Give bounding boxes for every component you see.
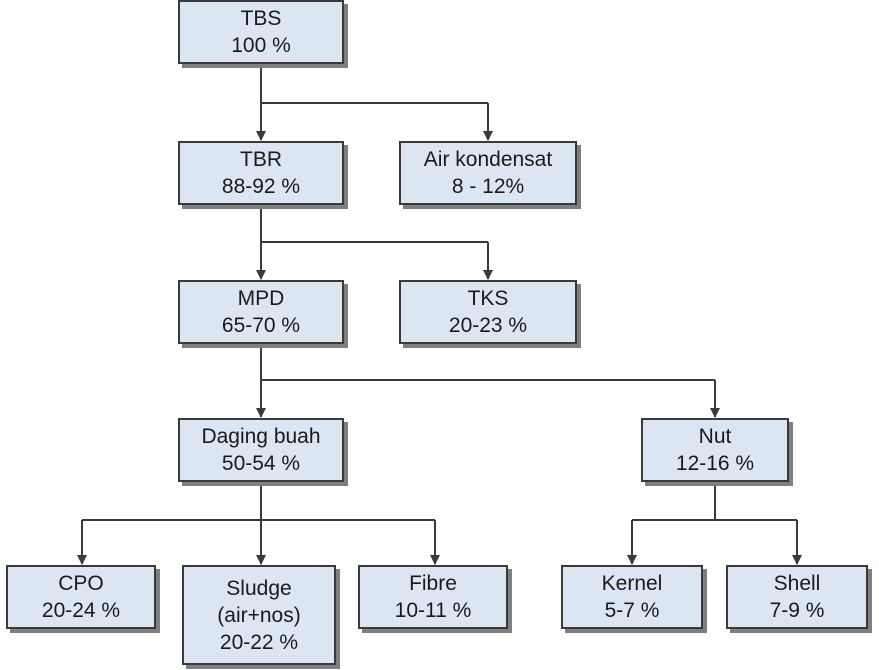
node-daging-buah: Daging buah 50-54 % xyxy=(178,418,344,482)
node-air-kondensat-name: Air kondensat xyxy=(423,148,553,171)
node-daging-buah-value: 50-54 % xyxy=(221,452,301,475)
node-fibre-value: 10-11 % xyxy=(394,599,472,622)
node-air-kondensat-value: 8 - 12% xyxy=(451,175,525,198)
node-shell-name: Shell xyxy=(773,572,821,595)
node-tbs: TBS 100 % xyxy=(178,0,344,64)
node-shell-value: 7-9 % xyxy=(769,599,825,622)
node-air-kondensat: Air kondensat 8 - 12% xyxy=(399,141,577,205)
node-shell: Shell 7-9 % xyxy=(726,565,868,629)
node-sludge: Sludge (air+nos) 20-22 % xyxy=(182,565,336,665)
node-mpd: MPD 65-70 % xyxy=(178,280,344,344)
node-fibre: Fibre 10-11 % xyxy=(358,565,508,629)
node-kernel-value: 5-7 % xyxy=(604,599,660,622)
node-tks-name: TKS xyxy=(467,287,509,310)
node-mpd-value: 65-70 % xyxy=(221,314,301,337)
node-fibre-name: Fibre xyxy=(409,572,457,595)
node-sludge-name: Sludge xyxy=(226,576,292,600)
node-nut-value: 12-16 % xyxy=(675,452,755,475)
node-tbs-value: 100 % xyxy=(231,34,291,57)
node-tbr-name: TBR xyxy=(240,148,282,171)
node-cpo-name: CPO xyxy=(58,572,104,595)
node-sludge-value: 20-22 % xyxy=(219,630,299,654)
node-daging-buah-name: Daging buah xyxy=(201,425,321,448)
node-tbr: TBR 88-92 % xyxy=(178,141,344,205)
node-cpo-value: 20-24 % xyxy=(41,599,121,622)
node-nut: Nut 12-16 % xyxy=(641,418,789,482)
node-mpd-name: MPD xyxy=(237,287,285,310)
node-nut-name: Nut xyxy=(698,425,732,448)
node-kernel-name: Kernel xyxy=(601,572,663,595)
node-kernel: Kernel 5-7 % xyxy=(561,565,703,629)
node-tbs-name: TBS xyxy=(240,7,282,30)
node-tks-value: 20-23 % xyxy=(448,314,528,337)
node-tbr-value: 88-92 % xyxy=(221,175,301,198)
node-sludge-detail: (air+nos) xyxy=(217,603,301,627)
node-tks: TKS 20-23 % xyxy=(399,280,577,344)
node-cpo: CPO 20-24 % xyxy=(6,565,156,629)
